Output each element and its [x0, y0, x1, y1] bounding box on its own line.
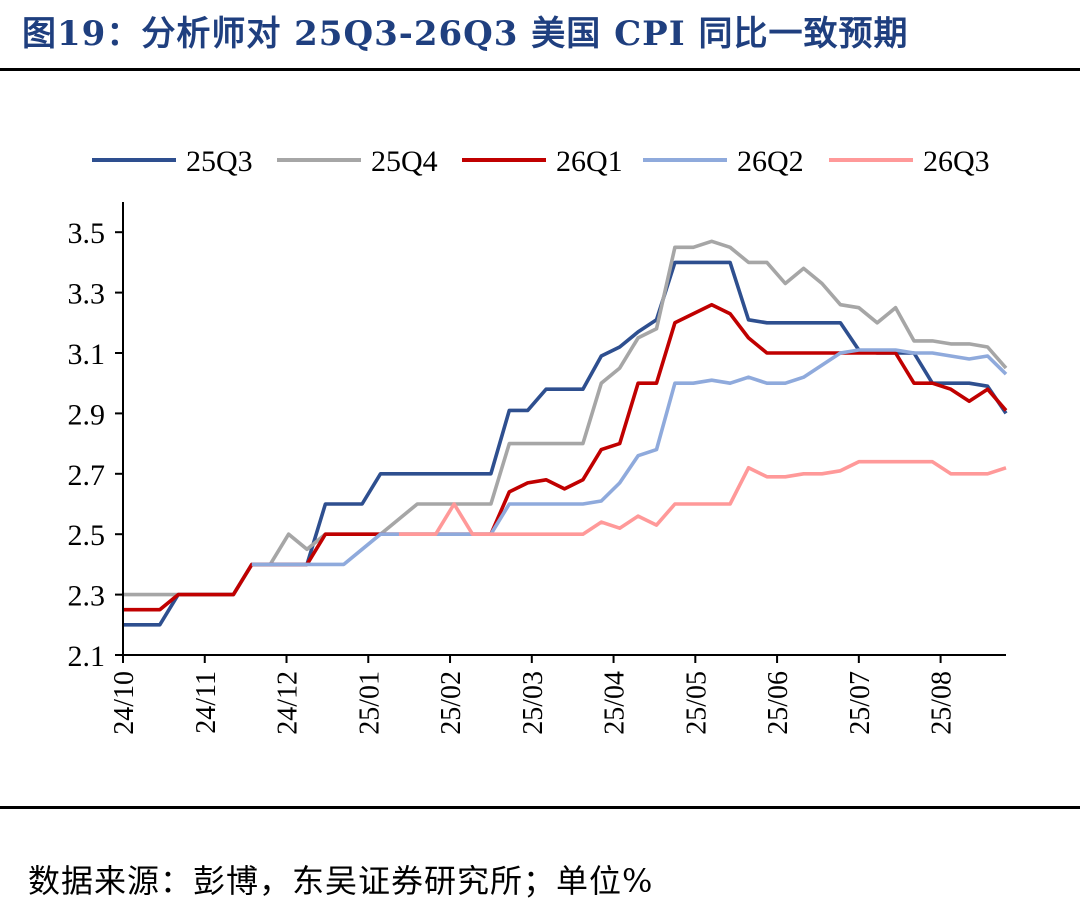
series-line-26q3 [398, 459, 1007, 536]
series-line-25q4 [123, 239, 1008, 597]
footer-divider [0, 806, 1080, 809]
x-tick-label: 25/04 [600, 671, 631, 735]
y-tick-label: 3.1 [68, 338, 106, 371]
series-line-26q2 [251, 348, 1008, 567]
legend-label-25q4: 25Q4 [371, 145, 438, 178]
legend-label-25q3: 25Q3 [186, 145, 253, 178]
title-divider [0, 68, 1080, 71]
y-tick-label: 3.3 [68, 278, 106, 311]
x-tick-label: 25/02 [436, 671, 467, 735]
y-tick-label: 2.5 [68, 519, 106, 552]
x-tick-label: 25/08 [927, 671, 958, 735]
legend-label-26q3: 26Q3 [923, 145, 990, 178]
chart-title: 图19：分析师对 25Q3-26Q3 美国 CPI 同比一致预期 [22, 14, 909, 54]
data-source-note: 数据来源：彭博，东吴证券研究所；单位% [28, 862, 654, 900]
legend-label-26q1: 26Q1 [556, 145, 623, 178]
x-tick-label: 25/06 [763, 671, 794, 735]
y-tick-label: 3.5 [68, 217, 106, 250]
x-tick-label: 25/01 [354, 671, 385, 735]
x-tick-label: 24/10 [109, 671, 140, 735]
x-tick-label: 24/12 [273, 671, 304, 735]
y-tick-label: 2.7 [68, 459, 106, 492]
x-tick-label: 24/11 [191, 671, 222, 734]
x-tick-label: 25/03 [518, 671, 549, 735]
x-tick-label: 25/05 [681, 671, 712, 735]
chart-axes: 2.1 2.3 2.5 2.7 2.9 3.1 3.3 3.5 24/10 24/11 24/12 2… [68, 202, 1006, 735]
chart-legend: 25Q3 25Q4 26Q1 26Q2 26Q3 [92, 145, 990, 178]
legend-label-26q2: 26Q2 [737, 145, 804, 178]
y-tick-label: 2.9 [68, 398, 106, 431]
y-tick-label: 2.1 [68, 640, 106, 673]
y-tick-label: 2.3 [68, 580, 106, 613]
series-layer [123, 239, 1008, 627]
x-tick-label: 25/07 [845, 671, 876, 735]
